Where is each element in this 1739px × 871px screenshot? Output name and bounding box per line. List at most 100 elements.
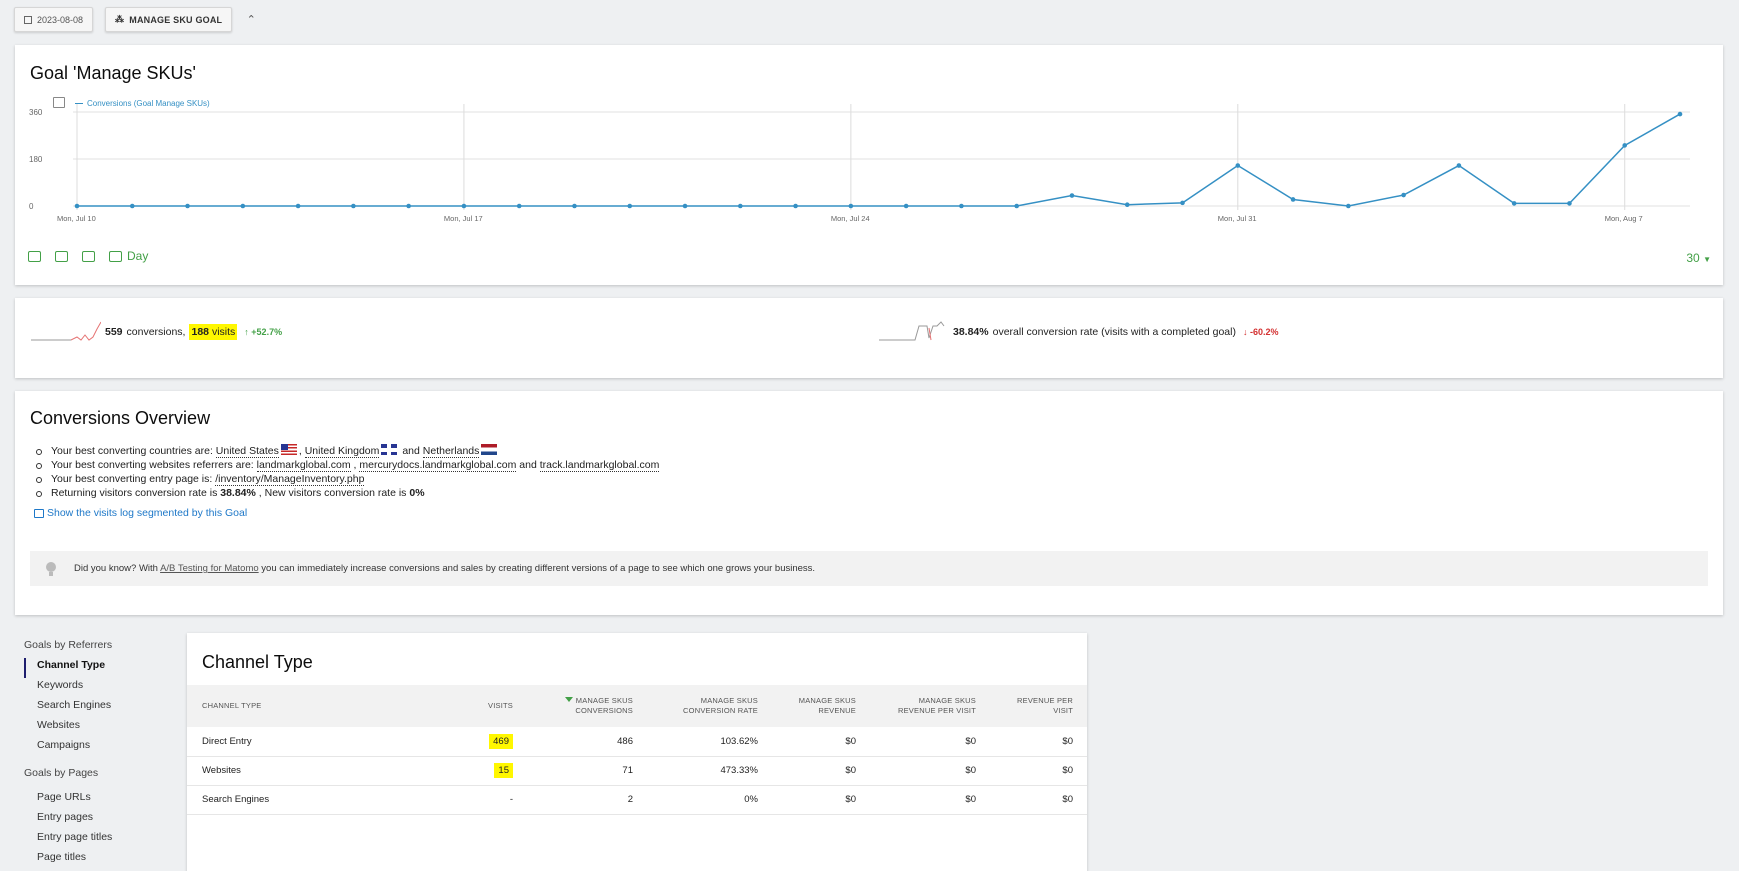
conversions-sparkline: [31, 321, 101, 341]
new-rate-value: 0%: [409, 487, 425, 499]
cell-revenue: $0: [772, 756, 870, 786]
sparkline-conversions[interactable]: 559 conversions, 188 visits ↑ +52.7%: [31, 320, 282, 344]
data-point: [1677, 111, 1683, 117]
header-label: MANAGE SKUS: [918, 696, 976, 705]
evolution-graph-card: Goal 'Manage SKUs' Conversions (Goal Man…: [15, 45, 1723, 285]
data-point: [185, 203, 190, 209]
cell-channel: Search Engines: [187, 785, 447, 815]
image-icon[interactable]: [55, 250, 68, 262]
conversions-change: +52.7%: [251, 327, 283, 337]
conversions-overview-card: Conversions Overview Your best convertin…: [15, 391, 1723, 615]
annotation-icon[interactable]: [82, 250, 95, 262]
col-conversions[interactable]: MANAGE SKUS CONVERSIONS: [527, 685, 647, 727]
chart-legend[interactable]: Conversions (Goal Manage SKUs): [75, 99, 210, 108]
nav-item-keywords[interactable]: Keywords: [37, 679, 84, 691]
caret-down-icon: ▼: [1703, 255, 1711, 264]
cell-revenue: $0: [772, 727, 870, 757]
ab-testing-link[interactable]: A/B Testing for Matomo: [160, 563, 259, 574]
country-united-states[interactable]: United States: [215, 445, 279, 458]
data-point: [351, 203, 356, 209]
nav-group-referrers: Goals by Referrers: [24, 639, 113, 651]
nav-item-channel-type[interactable]: Channel Type: [24, 658, 112, 678]
tip-suffix: you can immediately increase conversions…: [261, 563, 816, 574]
data-point: [1235, 163, 1241, 168]
visits-text: visits: [211, 326, 236, 338]
header-label: REVENUE PER VISIT: [897, 706, 976, 715]
table-row[interactable]: Direct Entry 469 486 103.62% $0 $0 $0: [187, 727, 1087, 757]
header-label: MANAGE SKUS: [575, 696, 633, 705]
returning-rate-text: Returning visitors conversion rate is: [51, 487, 218, 499]
reports-side-nav: Goals by Referrers Channel Type Keywords…: [24, 638, 112, 870]
chart-type-icon[interactable]: [53, 97, 65, 108]
channel-table: CHANNEL TYPE VISITS MANAGE SKUS CONVERSIO…: [187, 685, 1087, 815]
period-limit-select[interactable]: 30 ▼: [1686, 251, 1711, 265]
cell-total-revenue-per-visit: $0: [990, 756, 1087, 786]
nav-item-search-engines[interactable]: Search Engines: [37, 699, 112, 711]
separator: ,: [298, 445, 302, 457]
conversion-rate-value: 38.84%: [953, 326, 989, 338]
nl-flag-icon: [481, 444, 498, 455]
header-label: REVENUE: [818, 706, 856, 715]
nav-item-entry-page-titles[interactable]: Entry page titles: [37, 831, 113, 843]
entry-page-link[interactable]: /inventory/ManageInventory.php: [215, 473, 365, 486]
data-point: [1069, 193, 1075, 198]
sparklines-card: 559 conversions, 188 visits ↑ +52.7% 38.…: [15, 298, 1723, 378]
header-label: CONVERSION RATE: [683, 706, 758, 715]
nav-item-campaigns[interactable]: Campaigns: [37, 739, 91, 751]
sparkline-conversion-rate[interactable]: 38.84% overall conversion rate (visits w…: [879, 320, 1279, 344]
conversion-rate-text: overall conversion rate (visits with a c…: [992, 326, 1236, 338]
table-row[interactable]: Search Engines - 2 0% $0 $0 $0: [187, 785, 1087, 815]
country-united-kingdom[interactable]: United Kingdom: [304, 445, 380, 458]
segment-icon: ⁂: [115, 14, 125, 24]
x-tick-label: Mon, Jul 24: [831, 214, 870, 223]
collapse-icon[interactable]: ⌃: [246, 14, 256, 26]
data-point: [738, 203, 743, 209]
uk-flag-icon: [381, 444, 398, 455]
data-point: [1180, 200, 1185, 206]
x-tick-label: Mon, Jul 17: [444, 214, 483, 223]
data-point: [1456, 163, 1462, 168]
data-point: [959, 203, 964, 209]
col-total-revenue-per-visit[interactable]: REVENUE PER VISIT: [990, 685, 1087, 727]
x-tick-label: Mon, Jul 10: [57, 214, 96, 223]
col-visits[interactable]: VISITS: [447, 685, 527, 727]
header-label: MANAGE SKUS: [700, 696, 758, 705]
nav-item-entry-pages[interactable]: Entry pages: [37, 811, 94, 823]
conversion-rate-change-badge: ↓ -60.2%: [1242, 327, 1279, 337]
col-conversion-rate[interactable]: MANAGE SKUS CONVERSION RATE: [647, 685, 772, 727]
visits-highlight: 188 visits: [189, 324, 238, 340]
conversions-change-badge: ↑ +52.7%: [244, 327, 283, 337]
nav-item-page-urls[interactable]: Page URLs: [37, 791, 91, 803]
referrer-link[interactable]: landmarkglobal.com: [256, 459, 351, 472]
data-point: [848, 203, 854, 209]
col-revenue-per-visit[interactable]: MANAGE SKUS REVENUE PER VISIT: [870, 685, 990, 727]
date-button[interactable]: 2023-08-08: [14, 7, 94, 32]
sort-desc-icon: [564, 697, 573, 702]
period-day-button[interactable]: Day: [109, 249, 148, 263]
visits-highlight: 469: [489, 733, 513, 749]
calendar-icon: [109, 250, 122, 262]
series-line: [77, 113, 1681, 207]
data-point: [129, 203, 135, 209]
nav-item-websites[interactable]: Websites: [37, 719, 80, 731]
manage-sku-goal-button[interactable]: ⁂ MANAGE SKU GOAL: [105, 7, 233, 32]
visits-highlight: 15: [494, 763, 513, 778]
legend-line-icon: [75, 102, 83, 105]
segmented-visits-log-link[interactable]: Show the visits log segmented by this Go…: [34, 507, 247, 519]
cell-visits: 469: [447, 727, 527, 757]
referrer-link[interactable]: track.landmarkglobal.com: [539, 459, 660, 472]
day-label: Day: [127, 249, 149, 263]
goal-button-label: MANAGE SKU GOAL: [129, 14, 223, 25]
data-point: [903, 203, 909, 209]
export-icon[interactable]: [28, 250, 41, 262]
visitor-log-icon: [34, 508, 44, 518]
y-tick-label: 360: [29, 108, 43, 117]
conversion-rate-change: -60.2%: [1250, 327, 1279, 337]
nav-item-page-titles[interactable]: Page titles: [37, 851, 87, 863]
table-row[interactable]: Websites 15 71 473.33% $0 $0 $0: [187, 756, 1087, 786]
col-revenue[interactable]: MANAGE SKUS REVENUE: [772, 685, 870, 727]
col-channel-type[interactable]: CHANNEL TYPE: [187, 685, 447, 727]
cell-visits: -: [447, 785, 527, 815]
referrer-link[interactable]: mercurydocs.landmarkglobal.com: [359, 459, 517, 472]
country-netherlands[interactable]: Netherlands: [422, 445, 480, 458]
